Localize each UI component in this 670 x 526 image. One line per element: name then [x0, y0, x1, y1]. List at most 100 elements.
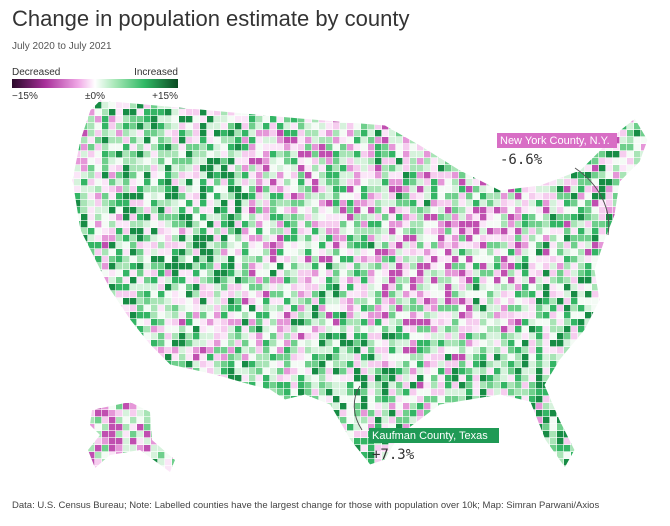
- county: [557, 466, 564, 472]
- county: [438, 263, 445, 270]
- county: [459, 466, 466, 472]
- county: [123, 102, 130, 109]
- county: [291, 277, 298, 284]
- county: [242, 249, 249, 256]
- county: [305, 256, 312, 263]
- county: [438, 109, 445, 116]
- county: [431, 396, 438, 403]
- county: [550, 361, 557, 368]
- county: [242, 319, 249, 326]
- county: [88, 102, 95, 109]
- county: [634, 277, 641, 284]
- county: [165, 172, 172, 179]
- county: [564, 319, 571, 326]
- county: [88, 354, 95, 361]
- county: [151, 389, 158, 396]
- county: [207, 123, 214, 130]
- county: [305, 326, 312, 333]
- county: [137, 431, 144, 438]
- county: [452, 193, 459, 200]
- county: [312, 333, 319, 340]
- county: [151, 459, 158, 466]
- county: [606, 319, 613, 326]
- county: [536, 109, 543, 116]
- county: [249, 137, 256, 144]
- county: [634, 389, 641, 396]
- county: [578, 100, 585, 102]
- county: [179, 207, 186, 214]
- county: [326, 235, 333, 242]
- county: [585, 116, 592, 123]
- county: [291, 158, 298, 165]
- county: [641, 445, 648, 452]
- county: [319, 109, 326, 116]
- county: [620, 438, 627, 445]
- county: [165, 438, 172, 445]
- county: [578, 445, 585, 452]
- county: [242, 396, 249, 403]
- county: [228, 326, 235, 333]
- county: [543, 186, 550, 193]
- county: [298, 417, 305, 424]
- county: [452, 179, 459, 186]
- county: [179, 438, 186, 445]
- county: [620, 221, 627, 228]
- county: [312, 214, 319, 221]
- county: [613, 228, 620, 235]
- county: [557, 375, 564, 382]
- county: [452, 221, 459, 228]
- county: [627, 221, 634, 228]
- county: [361, 466, 368, 472]
- county: [137, 179, 144, 186]
- county: [249, 473, 255, 479]
- county: [235, 403, 242, 410]
- county: [72, 291, 74, 298]
- county: [305, 333, 312, 340]
- county: [263, 466, 270, 472]
- county: [641, 137, 648, 144]
- county: [81, 452, 88, 459]
- county: [494, 312, 501, 319]
- county: [102, 466, 109, 472]
- county: [585, 207, 592, 214]
- county: [284, 228, 291, 235]
- county: [620, 375, 627, 382]
- county: [277, 340, 284, 347]
- county: [543, 207, 550, 214]
- county: [571, 109, 578, 116]
- county: [151, 431, 158, 438]
- county: [263, 277, 270, 284]
- county: [235, 298, 242, 305]
- county: [536, 172, 543, 179]
- county: [81, 431, 88, 438]
- county: [347, 116, 354, 123]
- county: [613, 466, 620, 472]
- county: [312, 186, 319, 193]
- county: [592, 417, 599, 424]
- county: [354, 361, 361, 368]
- county: [550, 193, 557, 200]
- county: [592, 452, 599, 459]
- county: [172, 354, 179, 361]
- county: [214, 102, 221, 109]
- county: [242, 102, 249, 109]
- county: [382, 312, 389, 319]
- county: [487, 214, 494, 221]
- county: [382, 347, 389, 354]
- county: [74, 235, 81, 242]
- county: [578, 361, 585, 368]
- county: [130, 242, 137, 249]
- county: [606, 431, 613, 438]
- county: [291, 123, 298, 130]
- county: [214, 137, 221, 144]
- county: [249, 165, 256, 172]
- county: [270, 333, 277, 340]
- county: [578, 298, 585, 305]
- county: [466, 235, 473, 242]
- county: [382, 221, 389, 228]
- county: [550, 165, 557, 172]
- county: [123, 284, 130, 291]
- county: [165, 431, 172, 438]
- county: [151, 284, 158, 291]
- county: [102, 361, 109, 368]
